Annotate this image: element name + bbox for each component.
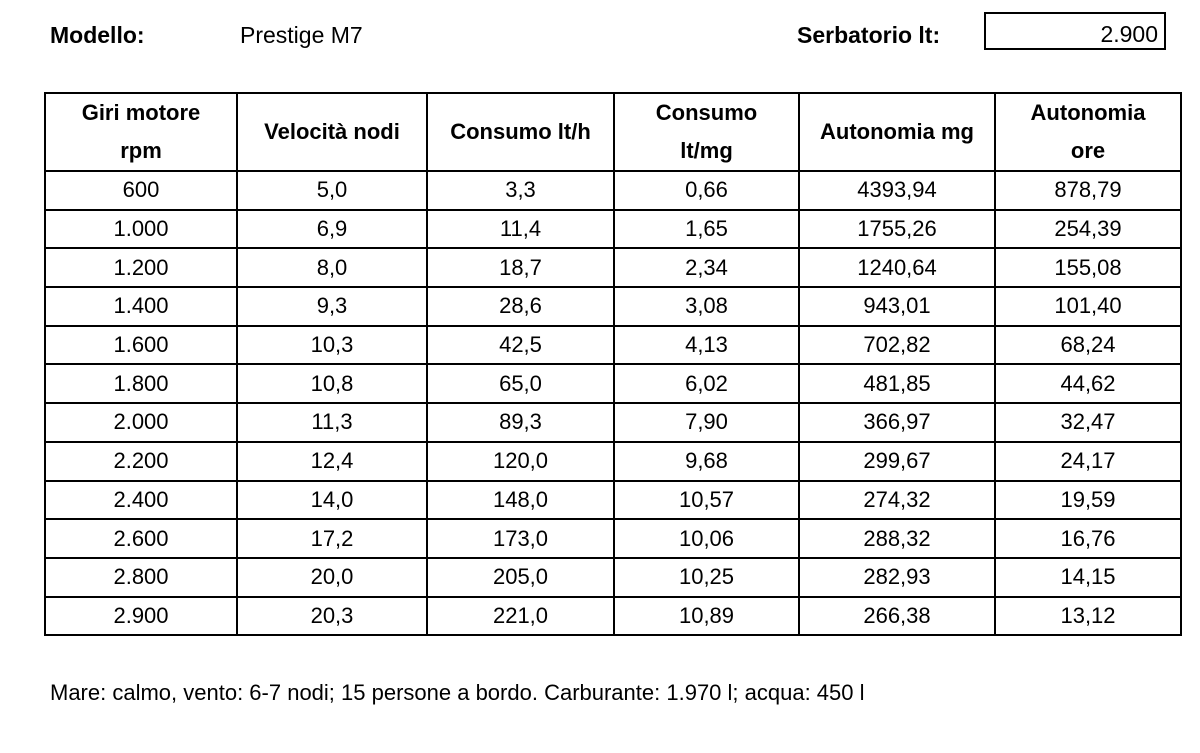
table-cell: 10,8 xyxy=(236,363,428,405)
table-header-row: Giri motore rpm Velocità nodi Consumo lt/h C… xyxy=(44,92,1182,172)
table-cell: 68,24 xyxy=(994,324,1182,366)
table-cell: 299,67 xyxy=(798,440,996,482)
table-row: 1.200 8,0 18,7 2,34 1240,64 155,08 xyxy=(44,247,1182,289)
table-cell: 65,0 xyxy=(426,363,615,405)
table-cell: 254,39 xyxy=(994,208,1182,250)
table-cell: 10,06 xyxy=(613,518,800,559)
table-cell: 42,5 xyxy=(426,324,615,366)
footer-note: Mare: calmo, vento: 6-7 nodi; 15 persone… xyxy=(50,680,865,705)
column-header: Giri motore rpm xyxy=(44,92,238,172)
table-cell: 101,40 xyxy=(994,286,1182,327)
table-cell: 2.800 xyxy=(44,556,238,598)
table-cell: 20,3 xyxy=(236,595,428,637)
table-row: 2.600 17,2 173,0 10,06 288,32 16,76 xyxy=(44,518,1182,559)
model-value: Prestige M7 xyxy=(240,22,363,48)
column-header: Velocità nodi xyxy=(236,92,428,172)
table-cell: 12,4 xyxy=(236,440,428,482)
table-cell: 4,13 xyxy=(613,324,800,366)
table-cell: 4393,94 xyxy=(798,170,996,211)
table-cell: 32,47 xyxy=(994,402,1182,443)
table-cell: 6,9 xyxy=(236,208,428,250)
table-cell: 5,0 xyxy=(236,170,428,211)
table-cell: 24,17 xyxy=(994,440,1182,482)
table-cell: 120,0 xyxy=(426,440,615,482)
table-cell: 702,82 xyxy=(798,324,996,366)
table-row: 1.600 10,3 42,5 4,13 702,82 68,24 xyxy=(44,324,1182,366)
table-cell: 19,59 xyxy=(994,479,1182,521)
table-cell: 148,0 xyxy=(426,479,615,521)
table-cell: 1240,64 xyxy=(798,247,996,289)
table-cell: 600 xyxy=(44,170,238,211)
table-cell: 11,4 xyxy=(426,208,615,250)
table-row: 1.400 9,3 28,6 3,08 943,01 101,40 xyxy=(44,286,1182,327)
table-cell: 2.000 xyxy=(44,402,238,443)
table-cell: 266,38 xyxy=(798,595,996,637)
table-cell: 155,08 xyxy=(994,247,1182,289)
table-cell: 2.900 xyxy=(44,595,238,637)
table-row: 2.000 11,3 89,3 7,90 366,97 32,47 xyxy=(44,402,1182,443)
table-cell: 173,0 xyxy=(426,518,615,559)
table-cell: 10,25 xyxy=(613,556,800,598)
table-cell: 481,85 xyxy=(798,363,996,405)
column-header: Autonomia ore xyxy=(994,92,1182,172)
column-header: Autonomia mg xyxy=(798,92,996,172)
table-cell: 11,3 xyxy=(236,402,428,443)
table-cell: 13,12 xyxy=(994,595,1182,637)
table-cell: 1.800 xyxy=(44,363,238,405)
table-cell: 14,15 xyxy=(994,556,1182,598)
table-cell: 10,57 xyxy=(613,479,800,521)
table-cell: 3,08 xyxy=(613,286,800,327)
table-cell: 1.600 xyxy=(44,324,238,366)
table-row: 2.900 20,3 221,0 10,89 266,38 13,12 xyxy=(44,595,1182,637)
table-cell: 274,32 xyxy=(798,479,996,521)
table-cell: 1755,26 xyxy=(798,208,996,250)
table-cell: 943,01 xyxy=(798,286,996,327)
table-cell: 10,3 xyxy=(236,324,428,366)
table-cell: 7,90 xyxy=(613,402,800,443)
table-row: 1.000 6,9 11,4 1,65 1755,26 254,39 xyxy=(44,208,1182,250)
table-cell: 0,66 xyxy=(613,170,800,211)
table-cell: 17,2 xyxy=(236,518,428,559)
table-cell: 2.600 xyxy=(44,518,238,559)
tank-label: Serbatorio lt: xyxy=(797,22,941,48)
table-cell: 28,6 xyxy=(426,286,615,327)
table-cell: 1.400 xyxy=(44,286,238,327)
table-cell: 878,79 xyxy=(994,170,1182,211)
table-cell: 221,0 xyxy=(426,595,615,637)
table-row: 600 5,0 3,3 0,66 4393,94 878,79 xyxy=(44,170,1182,211)
table-cell: 9,3 xyxy=(236,286,428,327)
tank-value: 2.900 xyxy=(984,12,1166,50)
table-cell: 6,02 xyxy=(613,363,800,405)
table-cell: 205,0 xyxy=(426,556,615,598)
table-cell: 10,89 xyxy=(613,595,800,637)
table-cell: 2.400 xyxy=(44,479,238,521)
column-header: Consumo lt/mg xyxy=(613,92,800,172)
table-cell: 366,97 xyxy=(798,402,996,443)
table-cell: 16,76 xyxy=(994,518,1182,559)
table-cell: 20,0 xyxy=(236,556,428,598)
table-cell: 14,0 xyxy=(236,479,428,521)
table-cell: 8,0 xyxy=(236,247,428,289)
table-row: 1.800 10,8 65,0 6,02 481,85 44,62 xyxy=(44,363,1182,405)
consumption-table: Giri motore rpm Velocità nodi Consumo lt/h C… xyxy=(44,92,1182,637)
table-cell: 2,34 xyxy=(613,247,800,289)
model-label: Modello: xyxy=(50,22,145,48)
table-row: 2.800 20,0 205,0 10,25 282,93 14,15 xyxy=(44,556,1182,598)
table-cell: 3,3 xyxy=(426,170,615,211)
table-cell: 1,65 xyxy=(613,208,800,250)
table-cell: 9,68 xyxy=(613,440,800,482)
table-cell: 1.000 xyxy=(44,208,238,250)
table-row: 2.400 14,0 148,0 10,57 274,32 19,59 xyxy=(44,479,1182,521)
table-cell: 44,62 xyxy=(994,363,1182,405)
table-cell: 282,93 xyxy=(798,556,996,598)
table-cell: 1.200 xyxy=(44,247,238,289)
table-cell: 2.200 xyxy=(44,440,238,482)
table-row: 2.200 12,4 120,0 9,68 299,67 24,17 xyxy=(44,440,1182,482)
table-cell: 89,3 xyxy=(426,402,615,443)
table-cell: 18,7 xyxy=(426,247,615,289)
column-header: Consumo lt/h xyxy=(426,92,615,172)
table-cell: 288,32 xyxy=(798,518,996,559)
